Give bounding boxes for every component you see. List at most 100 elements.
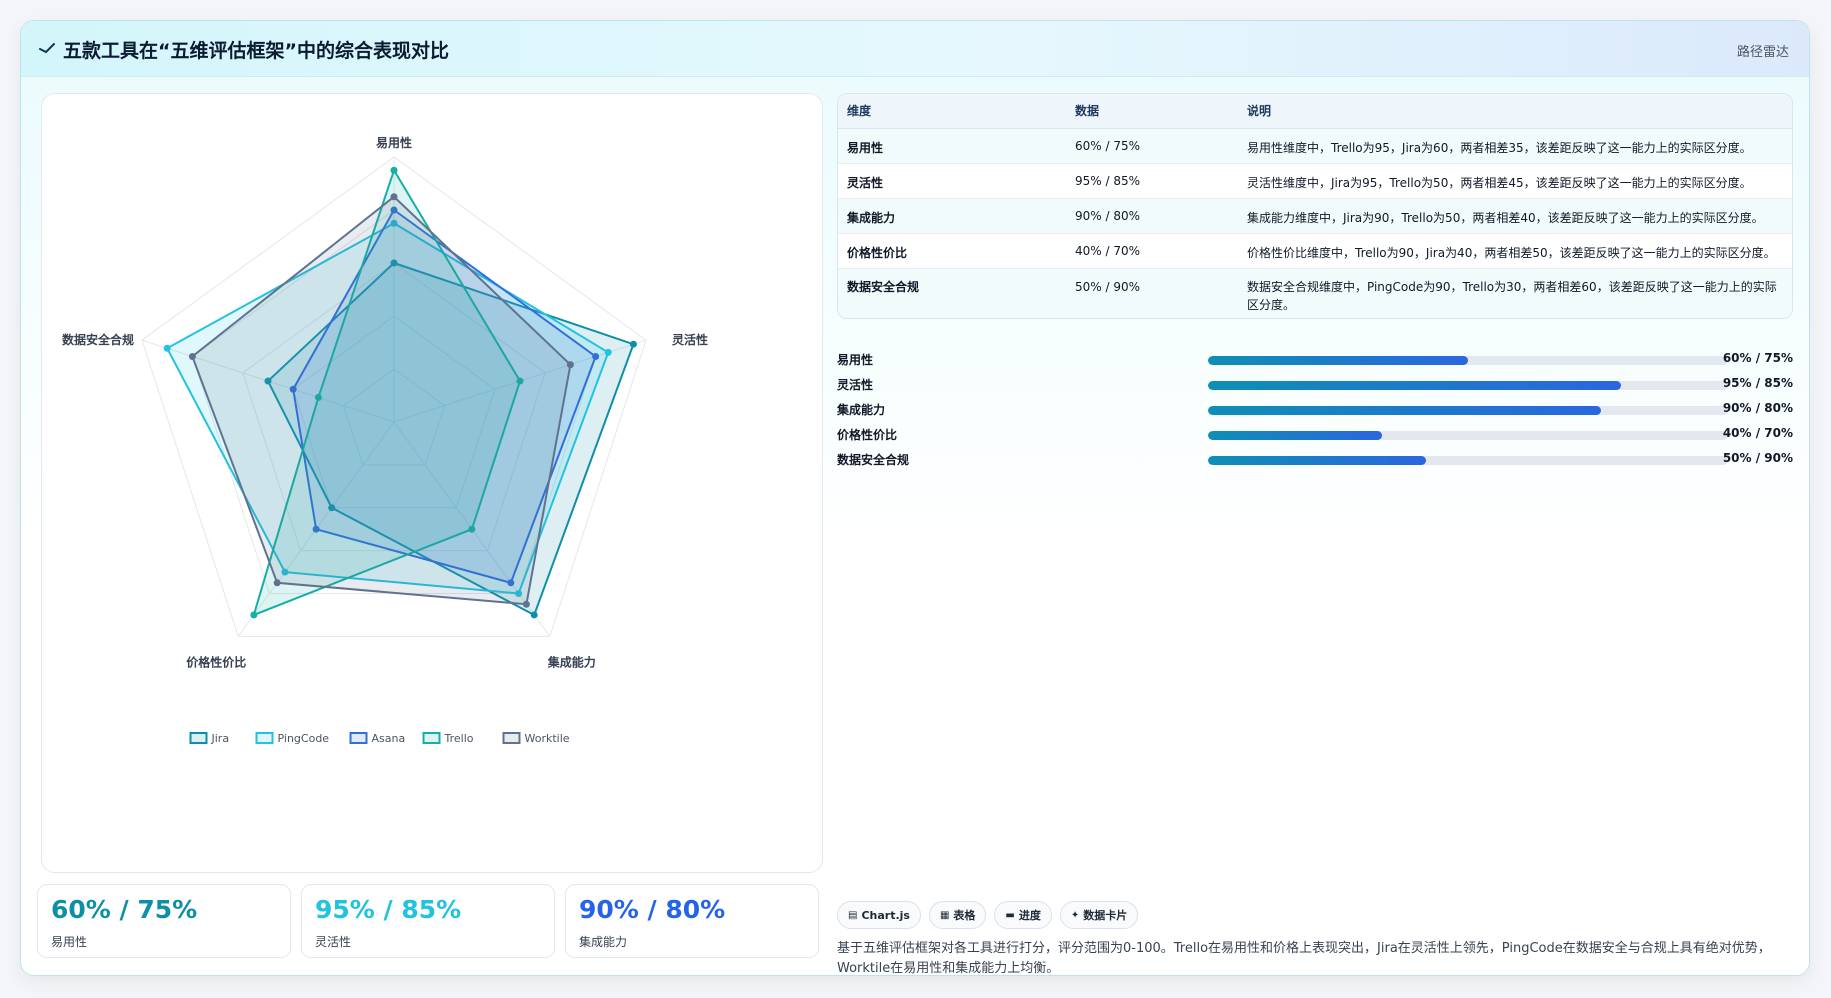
progress-fill (1208, 456, 1427, 465)
radar-point-asana (289, 385, 297, 393)
kpi-value: 90% / 80% (579, 895, 726, 924)
page-title: 五款工具在“五维评估框架”中的综合表现对比 (63, 40, 449, 62)
legend-swatch-jira (189, 732, 208, 744)
progress-track (1208, 381, 1728, 390)
table-header-row: 维度 数据 说明 (838, 94, 1792, 129)
progress-value: 95% / 85% (1722, 376, 1793, 390)
chip-chartjs[interactable]: ▤ Chart.js (837, 901, 921, 929)
chip-label: 进度 (1018, 909, 1041, 922)
summary-text: 基于五维评估框架对各工具进行打分，评分范围为0-100。Trello在易用性和价… (837, 941, 1771, 976)
progress-list: 易用性 60% / 75% 灵活性 95% / 85% 集成能力 90% / 8… (837, 349, 1793, 474)
legend-swatch-pingcode (255, 732, 274, 744)
radar-series-pingcode (165, 222, 610, 595)
radar-point-worktile (273, 579, 281, 587)
progress-fill (1208, 406, 1601, 415)
table-row: 易用性 60% / 75% 易用性维度中，Trello为95，Jira为60，两… (838, 128, 1792, 164)
radar-axis-label: 灵活性 (672, 332, 708, 347)
radar-grid-ring (343, 368, 445, 466)
radar-point-asana (390, 206, 398, 214)
radar-point-worktile (390, 193, 398, 201)
progress-row: 灵活性 95% / 85% (837, 374, 1793, 399)
progress-label: 价格性价比 (837, 428, 898, 442)
cell-data: 95% / 85% (1066, 163, 1238, 199)
radar-point-jira (328, 504, 336, 512)
table-row: 集成能力 90% / 80% 集成能力维度中，Jira为90，Trello为50… (838, 198, 1792, 234)
progress-track (1208, 356, 1728, 365)
radar-point-trello (390, 166, 398, 174)
cell-dimension: 价格性价比 (838, 233, 1066, 269)
radar-point-pingcode (604, 348, 612, 356)
radar-point-pingcode (515, 590, 523, 598)
radar-point-trello (516, 377, 524, 385)
progress-label: 数据安全合规 (837, 453, 910, 467)
kpi-card-3: 90% / 80% 集成能力 (565, 884, 819, 958)
chip-progress[interactable]: ▬ 进度 (994, 901, 1052, 929)
radar-series-worktile (191, 195, 572, 606)
cell-dimension: 灵活性 (838, 163, 1066, 199)
cell-data: 40% / 70% (1066, 233, 1238, 269)
radar-axis-label: 易用性 (376, 135, 412, 150)
radar-point-worktile (522, 600, 530, 608)
kpi-label: 易用性 (51, 935, 88, 949)
progress-row: 数据安全合规 50% / 90% (837, 449, 1793, 474)
chip-label: 表格 (953, 909, 976, 922)
table-row: 数据安全合规 50% / 90% 数据安全合规维度中，PingCode为90，T… (838, 268, 1792, 318)
legend-label-trello: Trello (444, 732, 474, 745)
cell-description: 集成能力维度中，Jira为90，Trello为50，两者相差40，该差距反映了这… (1238, 198, 1792, 234)
progress-value: 90% / 80% (1722, 401, 1793, 415)
progress-label: 集成能力 (837, 403, 886, 417)
kpi-value: 60% / 75% (51, 895, 198, 924)
progress-track (1208, 406, 1728, 415)
column-header: 说明 (1238, 94, 1792, 129)
progress-track (1208, 431, 1728, 440)
progress-value: 60% / 75% (1722, 351, 1793, 365)
cell-dimension: 集成能力 (838, 198, 1066, 234)
radar-series-trello (252, 167, 522, 617)
progress-track (1208, 456, 1728, 465)
progress-value: 40% / 70% (1722, 426, 1793, 440)
progress-fill (1208, 381, 1622, 390)
radar-point-pingcode (163, 344, 171, 352)
cell-description: 易用性维度中，Trello为95，Jira为60，两者相差35，该差距反映了这一… (1238, 128, 1792, 164)
cell-data: 50% / 90% (1066, 268, 1238, 318)
kpi-card-1: 60% / 75% 易用性 (37, 884, 291, 958)
chip-table[interactable]: ▦ 表格 (928, 901, 987, 929)
progress-value: 50% / 90% (1722, 451, 1793, 465)
chip-label: 数据卡片 (1083, 909, 1128, 922)
cell-dimension: 易用性 (838, 128, 1066, 164)
kpi-value: 95% / 85% (315, 895, 462, 924)
chip-label: Chart.js (861, 908, 910, 922)
legend-swatch-trello (422, 732, 441, 744)
radar-series-asana (292, 208, 597, 584)
radar-point-trello (250, 611, 258, 619)
radar-point-trello (314, 393, 322, 401)
progress-fill (1208, 431, 1383, 440)
radar-grid-ring (141, 156, 647, 637)
progress-icon: ▬ (1005, 909, 1015, 921)
legend-swatch-worktile (502, 732, 521, 744)
progress-label: 灵活性 (837, 378, 874, 392)
chip-data-card[interactable]: ✦ 数据卡片 (1059, 901, 1139, 929)
table-row: 价格性价比 40% / 70% 价格性价比维度中，Trello为90，Jira为… (838, 233, 1792, 269)
tech-chips: ▤ Chart.js ▦ 表格 ▬ 进度 ✦ 数据卡片 (837, 901, 1139, 929)
legend-label-jira: Jira (211, 732, 230, 745)
column-header: 维度 (838, 94, 1066, 129)
legend-label-worktile: Worktile (525, 732, 570, 745)
card-header: 五款工具在“五维评估框架”中的综合表现对比 路径雷达 (21, 21, 1809, 77)
cell-data: 60% / 75% (1066, 128, 1238, 164)
radar-grid-ring (292, 315, 496, 509)
radar-axis-label: 价格性价比 (186, 654, 246, 669)
radar-point-trello (468, 525, 476, 533)
cell-description: 灵活性维度中，Jira为95，Trello为50，两者相差45，该差距反映了这一… (1238, 163, 1792, 199)
legend-swatch-asana (349, 732, 368, 744)
card-icon: ✦ (1070, 909, 1080, 921)
column-header: 数据 (1066, 94, 1238, 129)
chart-icon: ▤ (848, 909, 858, 921)
radar-axis-label: 数据安全合规 (62, 332, 134, 347)
progress-row: 集成能力 90% / 80% (837, 399, 1793, 424)
progress-row: 价格性价比 40% / 70% (837, 424, 1793, 449)
radar-point-worktile (188, 352, 196, 360)
legend-label-asana: Asana (372, 732, 406, 745)
kpi-label: 集成能力 (579, 935, 628, 949)
